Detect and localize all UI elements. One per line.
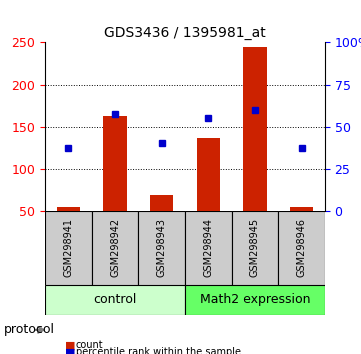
Text: ■: ■ [65,340,75,350]
FancyBboxPatch shape [232,211,278,285]
Bar [103,116,127,211]
Text: control: control [93,293,137,307]
Text: ■: ■ [65,347,75,354]
Title: GDS3436 / 1395981_at: GDS3436 / 1395981_at [104,26,266,40]
Text: count: count [76,340,104,350]
FancyBboxPatch shape [185,211,232,285]
Bar [197,138,220,211]
Text: GSM298942: GSM298942 [110,218,120,277]
Bar [57,207,80,211]
Text: GSM298945: GSM298945 [250,218,260,277]
Text: GSM298944: GSM298944 [203,218,213,277]
Text: protocol: protocol [4,323,55,336]
FancyBboxPatch shape [185,285,325,315]
Text: GSM298941: GSM298941 [64,218,73,277]
FancyBboxPatch shape [45,211,92,285]
Text: GSM298943: GSM298943 [157,218,167,277]
Bar [290,206,313,211]
Text: Math2 expression: Math2 expression [200,293,310,307]
Text: GSM298946: GSM298946 [297,218,306,277]
FancyBboxPatch shape [45,285,185,315]
FancyBboxPatch shape [138,211,185,285]
Bar [243,47,267,211]
FancyBboxPatch shape [92,211,138,285]
Text: percentile rank within the sample: percentile rank within the sample [76,347,241,354]
Bar [150,195,173,211]
FancyBboxPatch shape [278,211,325,285]
